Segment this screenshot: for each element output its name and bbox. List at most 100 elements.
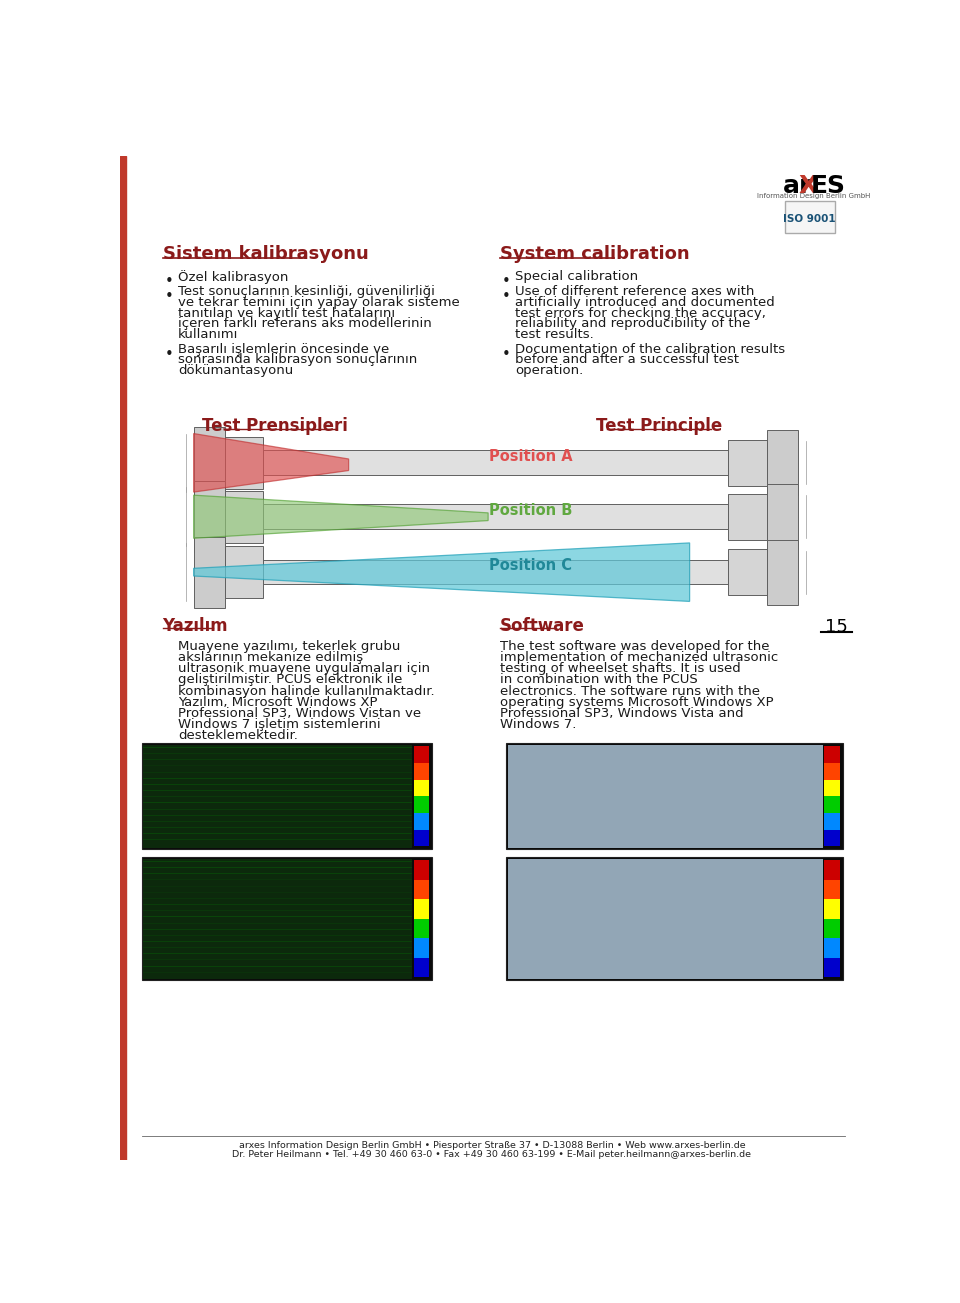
Text: Test sonuçlarının kesinliği, güvenilirliği: Test sonuçlarının kesinliği, güvenilirli… [179, 285, 435, 298]
Bar [414, 779, 429, 796]
Text: Yazılım, Microsoft Windows XP: Yazılım, Microsoft Windows XP [179, 696, 377, 709]
Text: Test Principle: Test Principle [595, 417, 722, 435]
Bar [414, 919, 429, 938]
Text: Başarılı işlemlerin öncesinde ve: Başarılı işlemlerin öncesinde ve [179, 343, 390, 356]
Bar [194, 427, 225, 498]
Bar [767, 430, 798, 495]
Text: System calibration: System calibration [500, 245, 689, 263]
Text: Sistem kalibrasyonu: Sistem kalibrasyonu [162, 245, 369, 263]
Text: •: • [501, 274, 511, 289]
Text: Test Prensipleri: Test Prensipleri [202, 417, 348, 435]
Bar [414, 747, 429, 762]
Bar [143, 859, 412, 979]
Polygon shape [194, 543, 689, 602]
Text: ar: ar [782, 173, 812, 198]
Text: Information Design Berlin GmbH: Information Design Berlin GmbH [756, 193, 871, 199]
Text: Professional SP3, Windows Vistan ve: Professional SP3, Windows Vistan ve [179, 708, 421, 721]
Bar [825, 880, 840, 899]
Text: •: • [164, 347, 173, 361]
Bar [143, 744, 412, 848]
Bar [263, 560, 729, 585]
Bar [263, 451, 729, 476]
Text: operation.: operation. [516, 365, 584, 378]
Bar [142, 743, 432, 850]
Text: desteklemektedir.: desteklemektedir. [179, 730, 298, 743]
Bar [414, 813, 429, 830]
Text: Position A: Position A [489, 450, 572, 464]
Bar [414, 830, 429, 846]
Bar [825, 796, 840, 813]
Bar [825, 747, 840, 762]
Bar [414, 762, 429, 779]
Text: Position B: Position B [489, 503, 572, 519]
Text: •: • [501, 347, 511, 361]
Bar [414, 938, 429, 958]
Bar [508, 744, 823, 848]
Bar [225, 437, 263, 489]
Text: Muayene yazılımı, tekerlek grubu: Muayene yazılımı, tekerlek grubu [179, 640, 400, 653]
Polygon shape [194, 434, 348, 493]
Text: •: • [501, 289, 511, 304]
Text: testing of wheelset shafts. It is used: testing of wheelset shafts. It is used [500, 662, 740, 675]
Bar [825, 762, 840, 779]
Bar [825, 938, 840, 958]
Text: The test software was developed for the: The test software was developed for the [500, 640, 769, 653]
Text: Özel kalibrasyon: Özel kalibrasyon [179, 270, 289, 284]
Text: X: X [798, 173, 817, 198]
Text: tanıtılan ve kayıtlı test hatalarını: tanıtılan ve kayıtlı test hatalarını [179, 306, 396, 319]
Bar [120, 156, 126, 1160]
Bar [729, 494, 767, 539]
Bar [506, 857, 843, 980]
Bar [825, 860, 840, 880]
Bar [825, 830, 840, 846]
Bar [825, 899, 840, 919]
Bar [767, 485, 798, 549]
Text: 15: 15 [826, 619, 849, 636]
Text: Documentation of the calibration results: Documentation of the calibration results [516, 343, 785, 356]
Bar [414, 880, 429, 899]
Bar [263, 504, 729, 529]
Text: artificially introduced and documented: artificially introduced and documented [516, 296, 775, 309]
Bar [225, 490, 263, 543]
Bar [729, 549, 767, 595]
Text: Dr. Peter Heilmann • Tel. +49 30 460 63-0 • Fax +49 30 460 63-199 • E-Mail peter: Dr. Peter Heilmann • Tel. +49 30 460 63-… [232, 1151, 752, 1160]
Text: •: • [164, 274, 173, 289]
Text: test errors for checking the accuracy,: test errors for checking the accuracy, [516, 306, 766, 319]
Text: in combination with the PCUS: in combination with the PCUS [500, 674, 698, 687]
Bar [225, 546, 263, 598]
Text: ultrasonik muayene uygulamaları için: ultrasonik muayene uygulamaları için [179, 662, 430, 675]
Text: Yazılım: Yazılım [162, 616, 228, 635]
Text: Position C: Position C [490, 559, 572, 573]
Text: •: • [164, 289, 173, 304]
Text: Special calibration: Special calibration [516, 270, 638, 283]
Text: Windows 7.: Windows 7. [500, 718, 576, 731]
Bar [194, 481, 225, 552]
Text: arxes Information Design Berlin GmbH • Piesporter Straße 37 • D-13088 Berlin • W: arxes Information Design Berlin GmbH • P… [239, 1141, 745, 1151]
Polygon shape [194, 495, 488, 538]
Bar [508, 859, 823, 979]
Bar [414, 860, 429, 880]
Bar [414, 899, 429, 919]
Bar [825, 919, 840, 938]
Text: içeren farklı referans aks modellerinin: içeren farklı referans aks modellerinin [179, 318, 432, 330]
Text: geliştirilmiştir. PCUS elektronik ile: geliştirilmiştir. PCUS elektronik ile [179, 674, 402, 687]
Bar [825, 779, 840, 796]
Text: Professional SP3, Windows Vista and: Professional SP3, Windows Vista and [500, 708, 743, 721]
Text: ve tekrar temini için yapay olarak sisteme: ve tekrar temini için yapay olarak siste… [179, 296, 460, 309]
Text: kombinasyon halinde kullanılmaktadır.: kombinasyon halinde kullanılmaktadır. [179, 684, 435, 697]
Text: akslarının mekanize edilmiş: akslarının mekanize edilmiş [179, 652, 363, 665]
Text: before and after a successful test: before and after a successful test [516, 353, 739, 366]
Text: kullanımı: kullanımı [179, 328, 238, 341]
Text: reliability and reproducibility of the: reliability and reproducibility of the [516, 318, 751, 330]
Text: Use of different reference axes with: Use of different reference axes with [516, 285, 755, 298]
Text: ES: ES [810, 173, 846, 198]
Bar [414, 958, 429, 977]
Text: dökümantasyonu: dökümantasyonu [179, 365, 294, 378]
Bar [194, 537, 225, 607]
Text: implementation of mechanized ultrasonic: implementation of mechanized ultrasonic [500, 652, 778, 665]
Bar [506, 743, 843, 850]
Text: sonrasında kalibrasyon sonuçlarının: sonrasında kalibrasyon sonuçlarının [179, 353, 418, 366]
Bar [142, 857, 432, 980]
Bar [825, 958, 840, 977]
Bar [729, 439, 767, 486]
